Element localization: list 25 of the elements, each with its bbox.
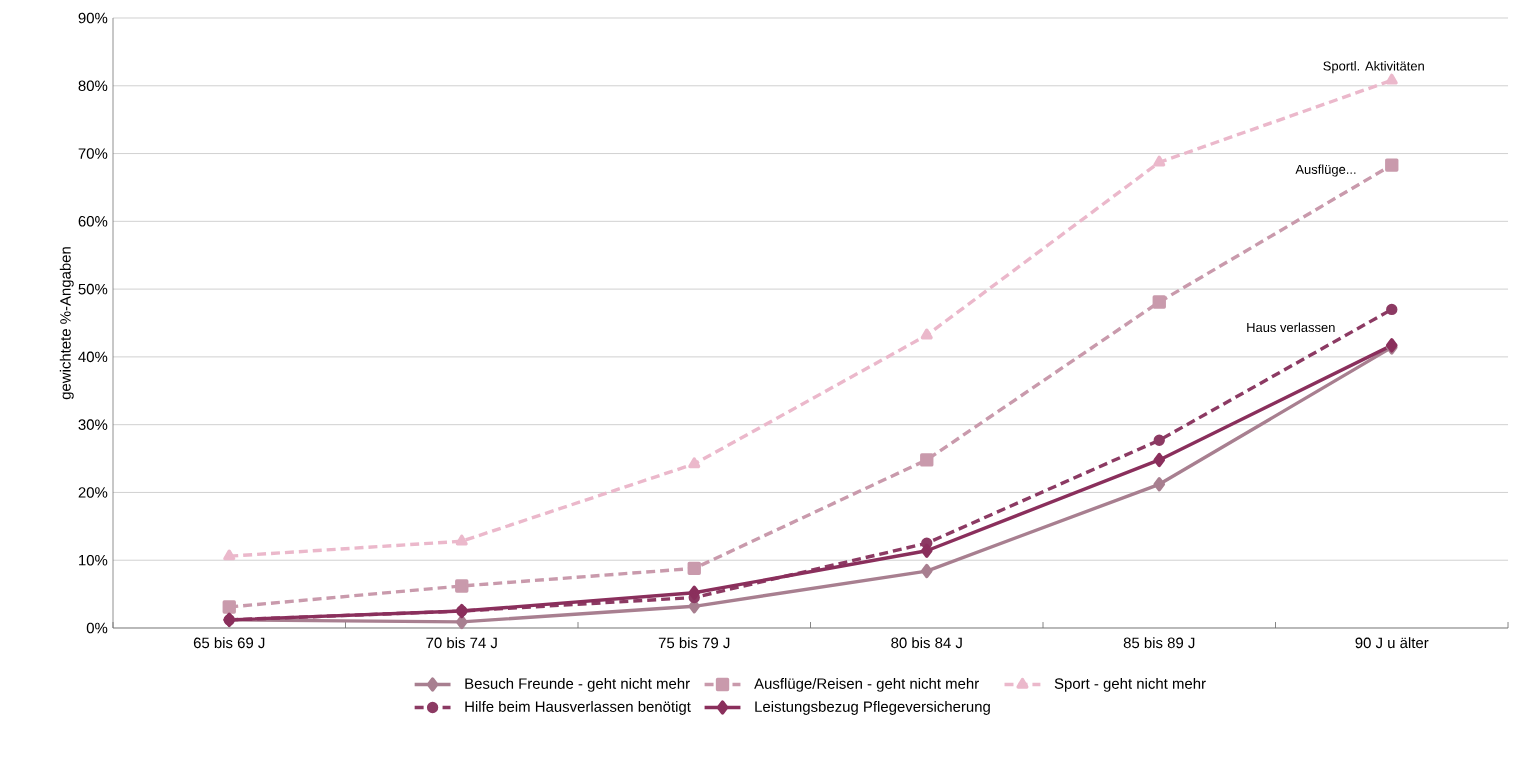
x-tick-label: 90 J u älter	[1355, 637, 1429, 649]
annotation: Sportl. Aktivitäten	[1323, 61, 1424, 74]
x-tick-label: 70 bis 74 J	[426, 637, 497, 649]
y-tick-label: 20%	[78, 487, 108, 498]
x-tick-label: 75 bis 79 J	[658, 637, 730, 649]
y-tick-label: 0%	[86, 622, 108, 634]
y-tick-label: 80%	[78, 80, 108, 92]
legend-label: Hilfe beim Hausverlassen benötigt	[465, 700, 691, 715]
x-tick-label: 65 bis 69 J	[193, 637, 265, 649]
x-tick-label: 80 bis 84 J	[891, 637, 962, 649]
y-tick-label: 50%	[78, 283, 108, 295]
y-tick-label: 90%	[78, 12, 108, 24]
y-axis-title: gewichtete %-Angaben	[59, 247, 74, 400]
y-tick-label: 10%	[79, 554, 108, 566]
y-tick-label: 70%	[78, 148, 108, 159]
y-tick-label: 30%	[78, 419, 108, 430]
legend-label: Sport - geht nicht mehr	[1054, 677, 1206, 692]
legend-label: Leistungsbezug Pflegeversicherung	[755, 700, 990, 715]
annotation: Haus verlassen	[1247, 322, 1335, 333]
x-tick-label: 85 bis 89 J	[1123, 637, 1195, 649]
y-tick-label: 60%	[78, 216, 108, 227]
legend-label: Ausflüge/Reisen - geht nicht mehr	[754, 677, 979, 692]
annotation: Ausflüge...	[1295, 164, 1356, 177]
legend-label: Besuch Freunde - geht nicht mehr	[465, 677, 690, 692]
y-tick-label: 40%	[78, 351, 108, 363]
